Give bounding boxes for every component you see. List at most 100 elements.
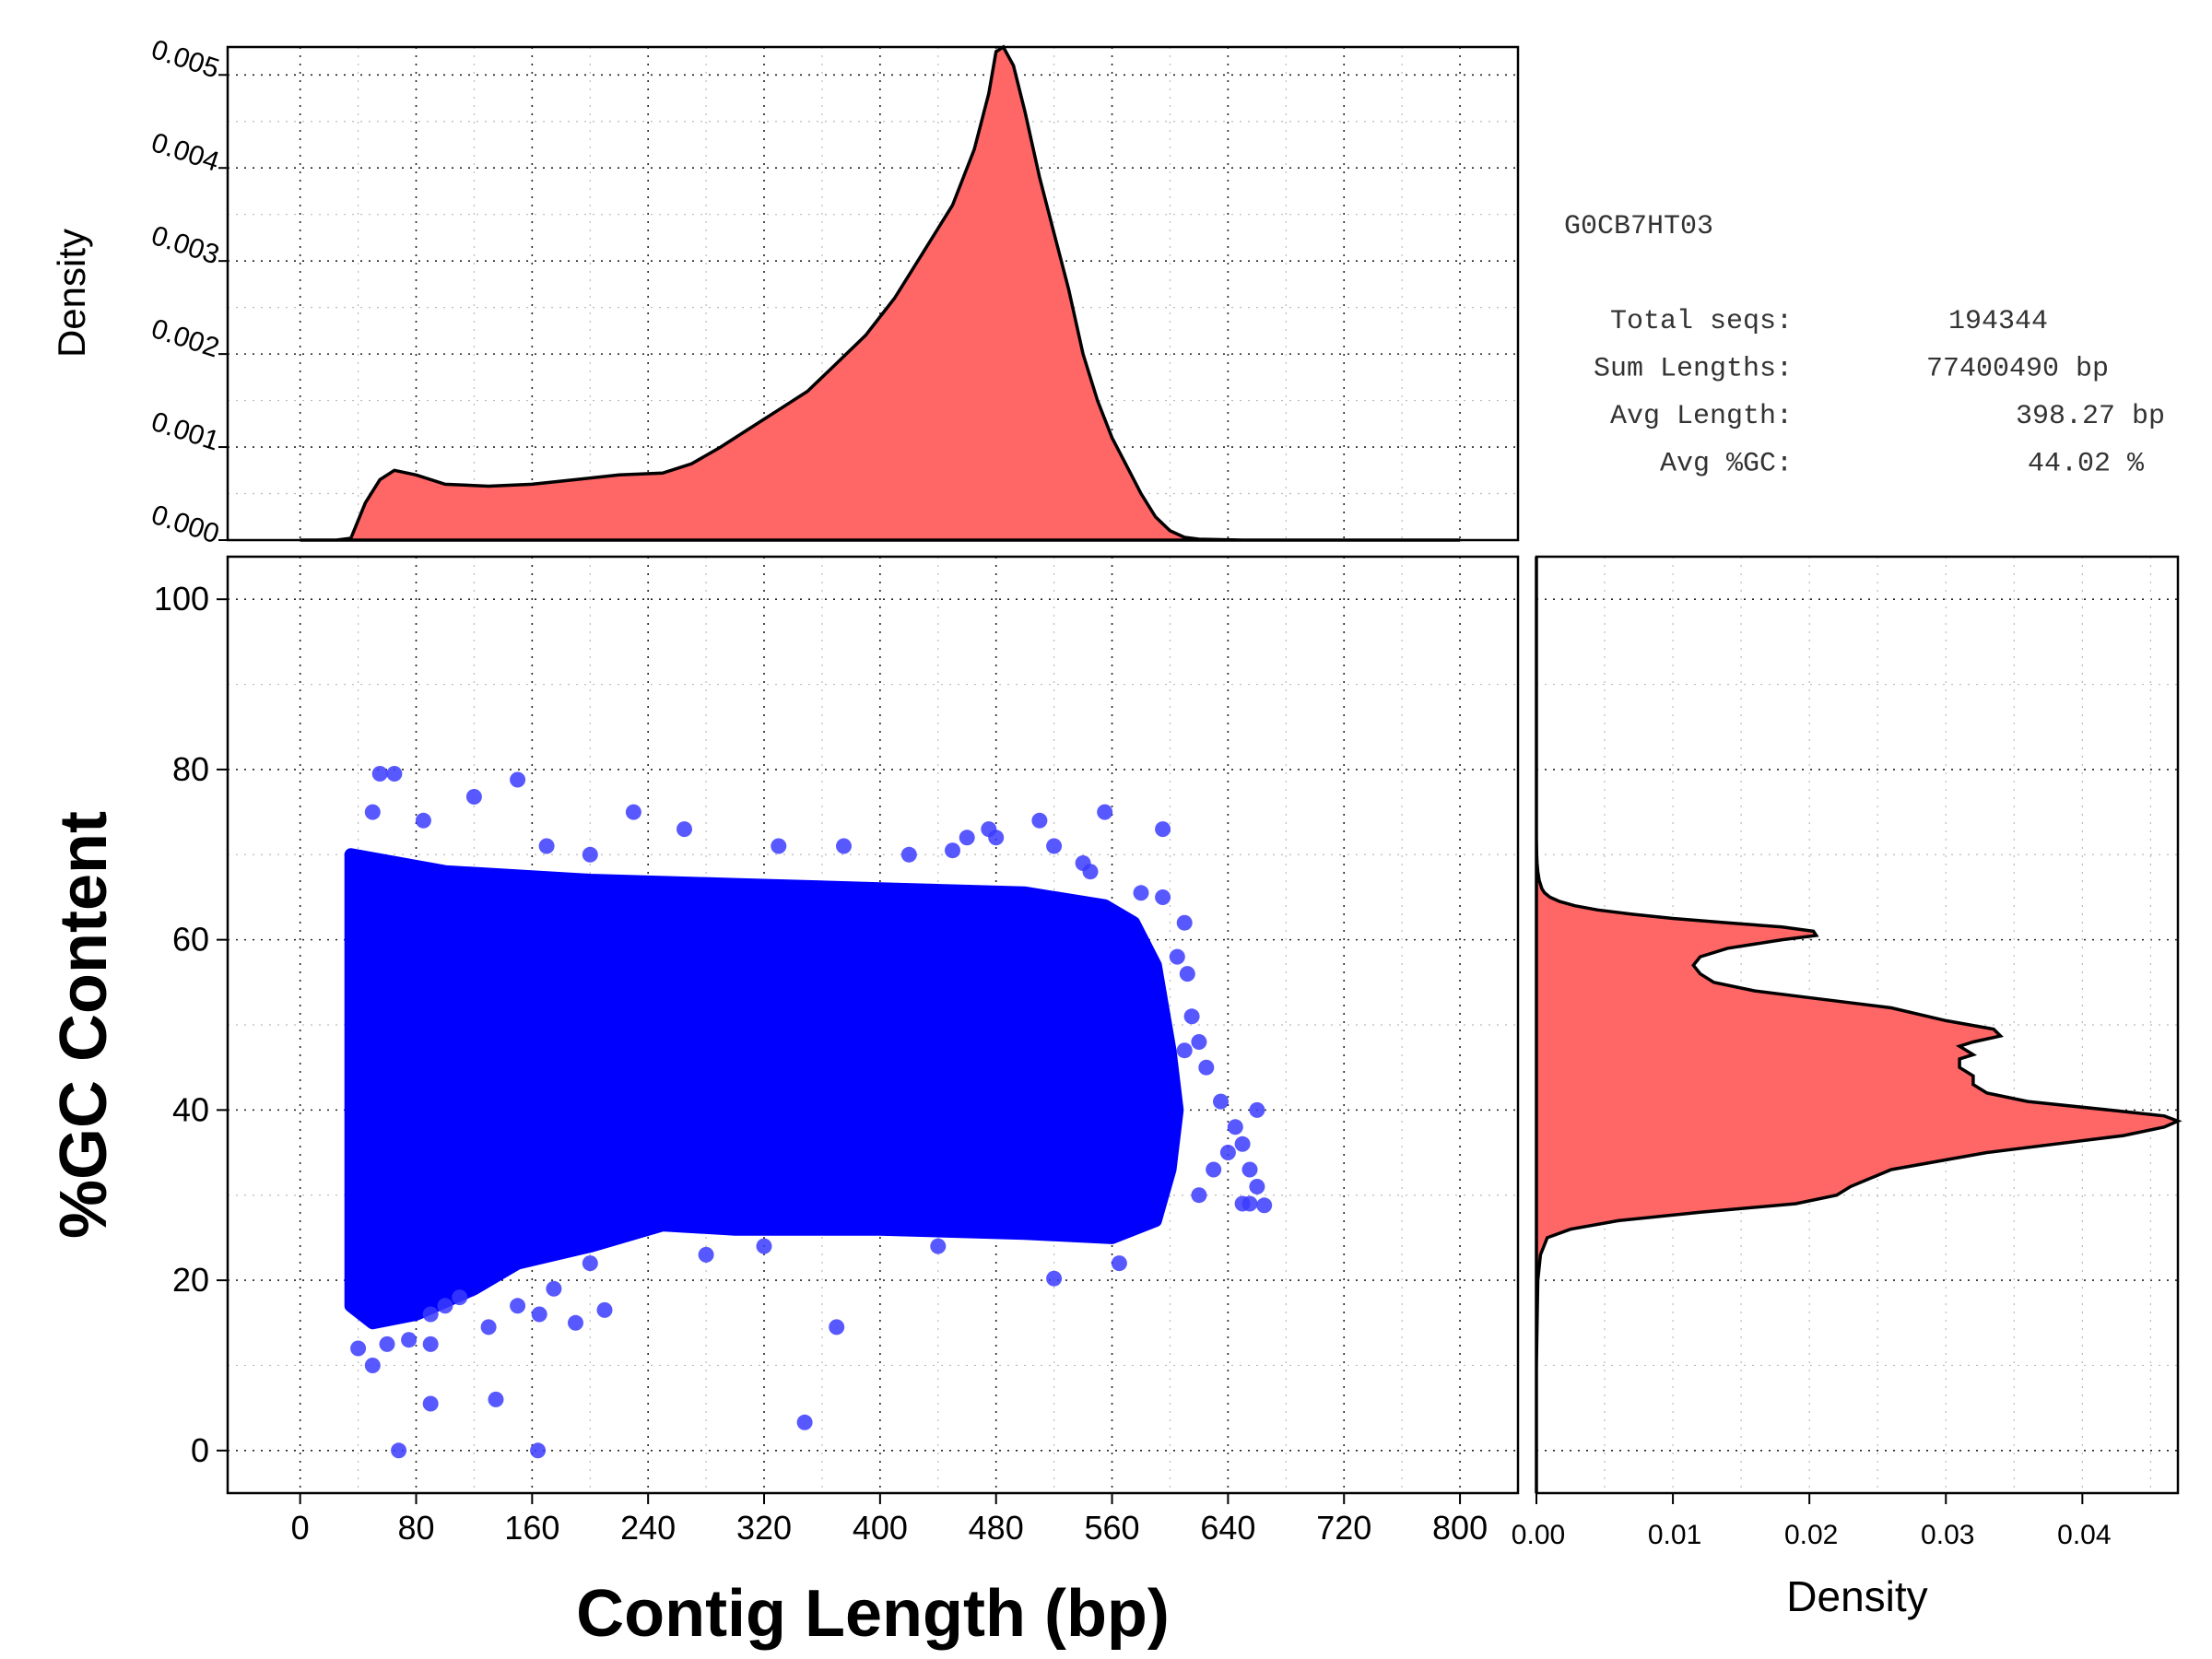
- summary-stats-rows: Total seqs: 194344 Sum Lengths: 77400490 bp…: [1594, 306, 2165, 480]
- scatter-y-tick-label: 40: [172, 1090, 209, 1128]
- scatter-point: [1046, 1270, 1063, 1287]
- scatter-x-tick-label: 800: [1432, 1509, 1488, 1547]
- scatter-x-tick-label: 640: [1200, 1509, 1255, 1547]
- scatter-x-tick-label: 240: [620, 1509, 676, 1547]
- scatter-point: [510, 771, 526, 788]
- scatter-point: [480, 1319, 497, 1335]
- scatter-y-tick-label: 20: [172, 1261, 209, 1299]
- scatter-x-axis-label: Contig Length (bp): [576, 1577, 1170, 1651]
- gc-density-x-tick-label: 0.00: [1512, 1520, 1565, 1550]
- gc-density-x-tick-label: 0.01: [1648, 1520, 1701, 1550]
- gc-density-x-tick-label: 0.04: [2057, 1520, 2111, 1550]
- scatter-point: [930, 1238, 947, 1254]
- scatter-point: [530, 1442, 547, 1459]
- gc-density-x-tick-label: 0.02: [1784, 1520, 1838, 1550]
- scatter-x-tick-label: 0: [291, 1509, 310, 1547]
- scatter-point: [1183, 1008, 1200, 1025]
- scatter-point: [1249, 1101, 1265, 1118]
- scatter-point: [771, 838, 787, 854]
- scatter-point: [796, 1414, 813, 1430]
- length-density-y-tick-label: 0.003: [147, 220, 223, 271]
- gc-density-frame: [1535, 555, 2180, 1495]
- length-density-y-tick-label: 0.005: [147, 34, 223, 85]
- length-density-y-tick-label: 0.004: [147, 127, 223, 178]
- scatter-point: [625, 804, 641, 820]
- scatter-point: [756, 1238, 772, 1254]
- scatter-point: [1155, 821, 1171, 838]
- scatter-point: [379, 1335, 395, 1352]
- scatter-point: [1046, 838, 1063, 854]
- scatter-x-ticks: 0 80 160 240 320 400 480 560 640 720 800: [291, 1493, 1488, 1547]
- gc-density-x-axis-label: Density: [1786, 1572, 1927, 1620]
- gc-density-curve: [1535, 557, 2183, 1493]
- scatter-y-tick-label: 60: [172, 921, 209, 959]
- length-density-y-axis-label: Density: [50, 229, 93, 358]
- summary-stat-label: Sum Lengths:: [1594, 354, 1793, 385]
- scatter-point: [1111, 1255, 1127, 1272]
- length-density-y-ticks: 0.000 0.001 0.002 0.003 0.004 0.005: [147, 34, 228, 549]
- length-density-panel: 0.000 0.001 0.002 0.003 0.004 0.005 Density: [50, 34, 1520, 549]
- scatter-point: [1133, 885, 1149, 901]
- scatter-point: [510, 1298, 526, 1314]
- scatter-point: [546, 1280, 562, 1297]
- scatter-point: [698, 1246, 714, 1263]
- scatter-point: [538, 838, 555, 854]
- scatter-point: [1241, 1161, 1258, 1178]
- scatter-point: [415, 812, 431, 829]
- scatter-x-tick-label: 560: [1085, 1509, 1140, 1547]
- scatter-point: [422, 1395, 439, 1412]
- scatter-y-tick-label: 0: [191, 1431, 209, 1469]
- summary-stat-value: 77400490 bp: [1926, 354, 2109, 385]
- scatter-point: [1227, 1119, 1243, 1135]
- scatter-point: [1176, 1042, 1193, 1059]
- scatter-point: [1179, 966, 1195, 982]
- gc-density-x-tick-label: 0.03: [1921, 1520, 1974, 1550]
- scatter-point: [371, 766, 388, 782]
- length-density-y-tick-label: 0.001: [147, 406, 223, 457]
- scatter-x-tick-label: 160: [504, 1509, 559, 1547]
- scatter-point: [900, 846, 917, 863]
- scatter-point: [401, 1332, 418, 1348]
- scatter-x-tick-label: 480: [969, 1509, 1024, 1547]
- scatter-point: [988, 830, 1005, 846]
- scatter-point: [465, 789, 482, 805]
- scatter-point: [422, 1306, 439, 1323]
- scatter-point: [1191, 1034, 1207, 1050]
- gc-vs-length-panel: 0 80 160 240 320 400 480 560 640 720 800 0 20 40 60 80…: [47, 555, 1520, 1651]
- length-density-y-tick-label: 0.002: [147, 313, 223, 364]
- scatter-point: [1256, 1197, 1273, 1214]
- scatter-point: [1031, 812, 1048, 829]
- scatter-point: [1082, 864, 1099, 880]
- gc-density-panel: 0.00 0.01 0.02 0.03 0.04 Density: [1512, 555, 2183, 1620]
- scatter-point: [582, 1255, 598, 1272]
- scatter-y-tick-label: 100: [154, 580, 209, 618]
- scatter-x-tick-label: 80: [397, 1509, 434, 1547]
- summary-stat-label: Total seqs:: [1610, 306, 1793, 337]
- summary-stat-label: Avg Length:: [1610, 401, 1793, 432]
- scatter-y-ticks: 0 20 40 60 80 100: [154, 580, 228, 1469]
- scatter-point: [568, 1314, 583, 1331]
- scatter-point: [1155, 889, 1171, 905]
- scatter-point: [1097, 804, 1113, 820]
- scatter-point: [596, 1301, 613, 1318]
- length-density-curve: [300, 44, 1461, 542]
- scatter-point: [836, 838, 852, 854]
- scatter-point: [1219, 1145, 1236, 1160]
- scatter-point: [829, 1319, 845, 1335]
- scatter-point: [1213, 1093, 1229, 1110]
- scatter-point: [531, 1306, 547, 1323]
- scatter-frame: [226, 555, 1520, 1495]
- scatter-x-tick-label: 400: [853, 1509, 908, 1547]
- scatter-point: [488, 1391, 504, 1407]
- scatter-outlier-points: [350, 766, 1273, 1459]
- scatter-point: [386, 766, 403, 782]
- scatter-point: [364, 1358, 381, 1373]
- scatter-point: [1191, 1187, 1207, 1204]
- summary-stat-value: 44.02 %: [2028, 449, 2145, 480]
- summary-stat-value: 398.27 bp: [2016, 401, 2165, 432]
- scatter-point: [1169, 948, 1185, 965]
- scatter-point: [422, 1335, 439, 1352]
- scatter-point: [1241, 1195, 1258, 1212]
- scatter-point: [350, 1340, 367, 1357]
- gc-density-x-ticks: 0.00 0.01 0.02 0.03 0.04: [1512, 1493, 2112, 1550]
